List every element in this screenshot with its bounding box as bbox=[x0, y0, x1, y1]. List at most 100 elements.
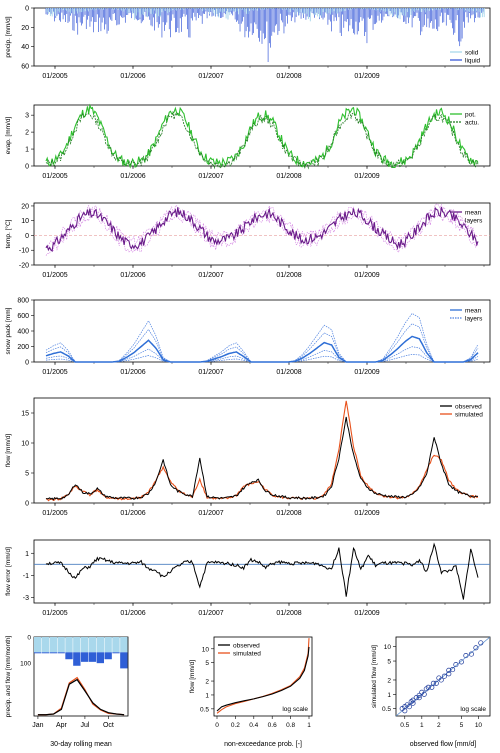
snow-y-tick-label: 400 bbox=[17, 329, 29, 336]
fdc-ylabel: flow [mm/d] bbox=[189, 660, 196, 693]
fdc-simulated-line bbox=[216, 638, 310, 714]
error-x-tick-label: 01/2008 bbox=[276, 610, 301, 617]
regime-precip-solid-bar bbox=[57, 637, 65, 653]
fdc-y-tick-label: 5 bbox=[205, 660, 209, 667]
regime-y-tick-label: 0 bbox=[27, 635, 31, 642]
scatter-point bbox=[438, 677, 444, 683]
legend-label: actu. bbox=[465, 120, 479, 127]
scatter-point bbox=[453, 662, 459, 668]
regime-precip-solid-bar bbox=[49, 637, 57, 653]
scatter-point bbox=[458, 659, 464, 665]
error-x-tick-label: 01/2007 bbox=[198, 610, 223, 617]
error-x-tick-label: 01/2009 bbox=[354, 610, 379, 617]
error-x-tick-label: 01/2005 bbox=[42, 610, 67, 617]
temp-layers-line bbox=[45, 212, 479, 256]
temp-panel: 01/2005 01/2006 01/2007 01/2008 01/2009 -20 -1… bbox=[4, 202, 491, 279]
fdc-x-tick-label: 0.6 bbox=[268, 722, 277, 729]
scatter-point bbox=[446, 667, 452, 673]
scatter-y-tick-label: 1 bbox=[387, 692, 391, 699]
snow-ylabel: snow pack [mm] bbox=[5, 307, 12, 354]
evap-frame bbox=[33, 104, 491, 167]
legend-label: pot. bbox=[465, 112, 476, 119]
snow-y-tick-label: 200 bbox=[17, 344, 29, 351]
snow-x-tick-label: 01/2006 bbox=[120, 369, 145, 376]
snow-frame bbox=[33, 299, 491, 363]
flow-panel: 01/2005 01/2006 01/2007 01/2008 01/2009 0 5 10 1… bbox=[5, 397, 491, 517]
temp-frame bbox=[33, 202, 491, 266]
fdc-x-tick-label: 0.4 bbox=[249, 722, 258, 729]
evap-x-tick-label: 01/2007 bbox=[198, 173, 223, 180]
scatter-point bbox=[473, 645, 479, 651]
regime-precip-liquid-bar bbox=[104, 652, 112, 660]
scatter-point bbox=[402, 704, 408, 710]
scatter-x-tick-label: 10 bbox=[475, 722, 483, 729]
scatter-x-tick-label: 0.5 bbox=[400, 722, 409, 729]
flow-x-tick-label: 01/2007 bbox=[198, 510, 223, 517]
temp-y-tick-label: -20 bbox=[19, 263, 29, 270]
evap-x-tick-label: 01/2005 bbox=[42, 173, 67, 180]
fdc-y-tick-label: 0.5 bbox=[200, 706, 209, 713]
precip-panel: 01/2005 01/2006 01/2007 01/2008 01/2009 0 20 40… bbox=[5, 6, 491, 80]
regime-precip-solid-bar bbox=[65, 637, 73, 653]
scatter-point bbox=[423, 686, 429, 692]
evap-x-tick-label: 01/2009 bbox=[354, 173, 379, 180]
temp-x-tick-label: 01/2005 bbox=[42, 272, 67, 279]
error-panel: 01/2005 01/2006 01/2007 01/2008 01/2009 -3 -1 1… bbox=[5, 539, 491, 617]
flow-x-tick-label: 01/2006 bbox=[120, 510, 145, 517]
scatter-point bbox=[468, 651, 474, 657]
precip-x-tick-label: 01/2005 bbox=[42, 73, 67, 80]
error-x-tick-label: 01/2006 bbox=[120, 610, 145, 617]
regime-precip-solid-bar bbox=[120, 637, 128, 653]
scatter-point bbox=[433, 680, 439, 686]
snow-y-tick-label: 600 bbox=[17, 313, 29, 320]
evap-ylabel: evap. [mm/d] bbox=[5, 117, 12, 155]
error-y-tick-label: -1 bbox=[23, 573, 29, 580]
snow-x-tick-label: 01/2005 bbox=[42, 369, 67, 376]
regime-precip-solid-bar bbox=[73, 637, 81, 653]
temp-y-tick-label: 20 bbox=[21, 203, 29, 210]
fdc-xlabel: non-exceedance prob. [-] bbox=[224, 741, 302, 748]
error-ylabel: flow error [mm/d] bbox=[5, 547, 12, 596]
flow-frame bbox=[33, 397, 491, 504]
regime-x-tick-label: Jan bbox=[32, 722, 43, 729]
precip-x-tick-label: 01/2009 bbox=[354, 73, 379, 80]
error-frame bbox=[33, 539, 491, 604]
precip-x-tick-label: 01/2006 bbox=[120, 73, 145, 80]
precip-y-tick-label: 0 bbox=[25, 6, 29, 13]
regime-precip-liquid-bar bbox=[73, 652, 81, 666]
evap-actu-line bbox=[45, 111, 479, 170]
precip-x-tick-label: 01/2008 bbox=[276, 73, 301, 80]
scatter-point bbox=[421, 691, 427, 697]
flow-y-tick-label: 0 bbox=[25, 501, 29, 508]
regime-observed-line bbox=[37, 678, 125, 716]
snow-x-tick-label: 01/2008 bbox=[276, 369, 301, 376]
scatter-point bbox=[430, 680, 436, 686]
regime-precip-liquid-bar bbox=[34, 652, 42, 654]
snow-y-tick-label: 800 bbox=[17, 298, 29, 305]
precip-y-tick-label: 20 bbox=[21, 25, 29, 32]
snow-mean-line bbox=[45, 335, 479, 363]
snow-x-tick-label: 01/2007 bbox=[198, 369, 223, 376]
fdc-frame bbox=[213, 636, 313, 717]
regime-precip-liquid-bar bbox=[41, 652, 50, 654]
regime-precip-liquid-bar bbox=[96, 652, 104, 664]
fdc-panel: 0 0.2 0.4 0.6 0.8 1 0.5 1 2 5 10 flow [mm/d] non-exc… bbox=[189, 636, 313, 748]
regime-x-tick-label: Jul bbox=[80, 722, 89, 729]
snow-x-tick-label: 01/2009 bbox=[354, 369, 379, 376]
regime-precip-liquid-bar bbox=[65, 652, 73, 660]
flow-observed-line bbox=[45, 416, 479, 501]
legend-label: simulated bbox=[233, 651, 261, 658]
temp-mean-line bbox=[45, 206, 479, 253]
evap-y-tick-label: 0 bbox=[25, 164, 29, 171]
scatter-one-to-one-line bbox=[395, 636, 491, 717]
scatter-point bbox=[410, 700, 416, 706]
regime-precip-liquid-bar bbox=[120, 652, 128, 669]
regime-precip-solid-bar bbox=[88, 637, 97, 653]
regime-precip-solid-bar bbox=[41, 637, 50, 653]
legend-label: solid bbox=[465, 50, 479, 57]
temp-y-tick-label: 0 bbox=[25, 233, 29, 240]
scatter-x-tick-label: 1 bbox=[420, 722, 424, 729]
flow-ylabel: flow [mm/d] bbox=[5, 434, 12, 467]
fdc-x-tick-label: 0 bbox=[215, 722, 219, 729]
legend-label: mean bbox=[465, 210, 482, 217]
